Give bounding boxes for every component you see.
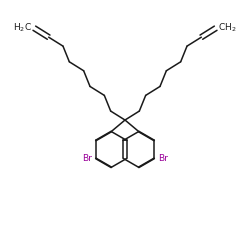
Text: Br: Br [82,154,92,163]
Text: Br: Br [158,154,168,163]
Text: CH$_2$: CH$_2$ [218,22,237,34]
Text: H$_2$C: H$_2$C [13,22,32,34]
